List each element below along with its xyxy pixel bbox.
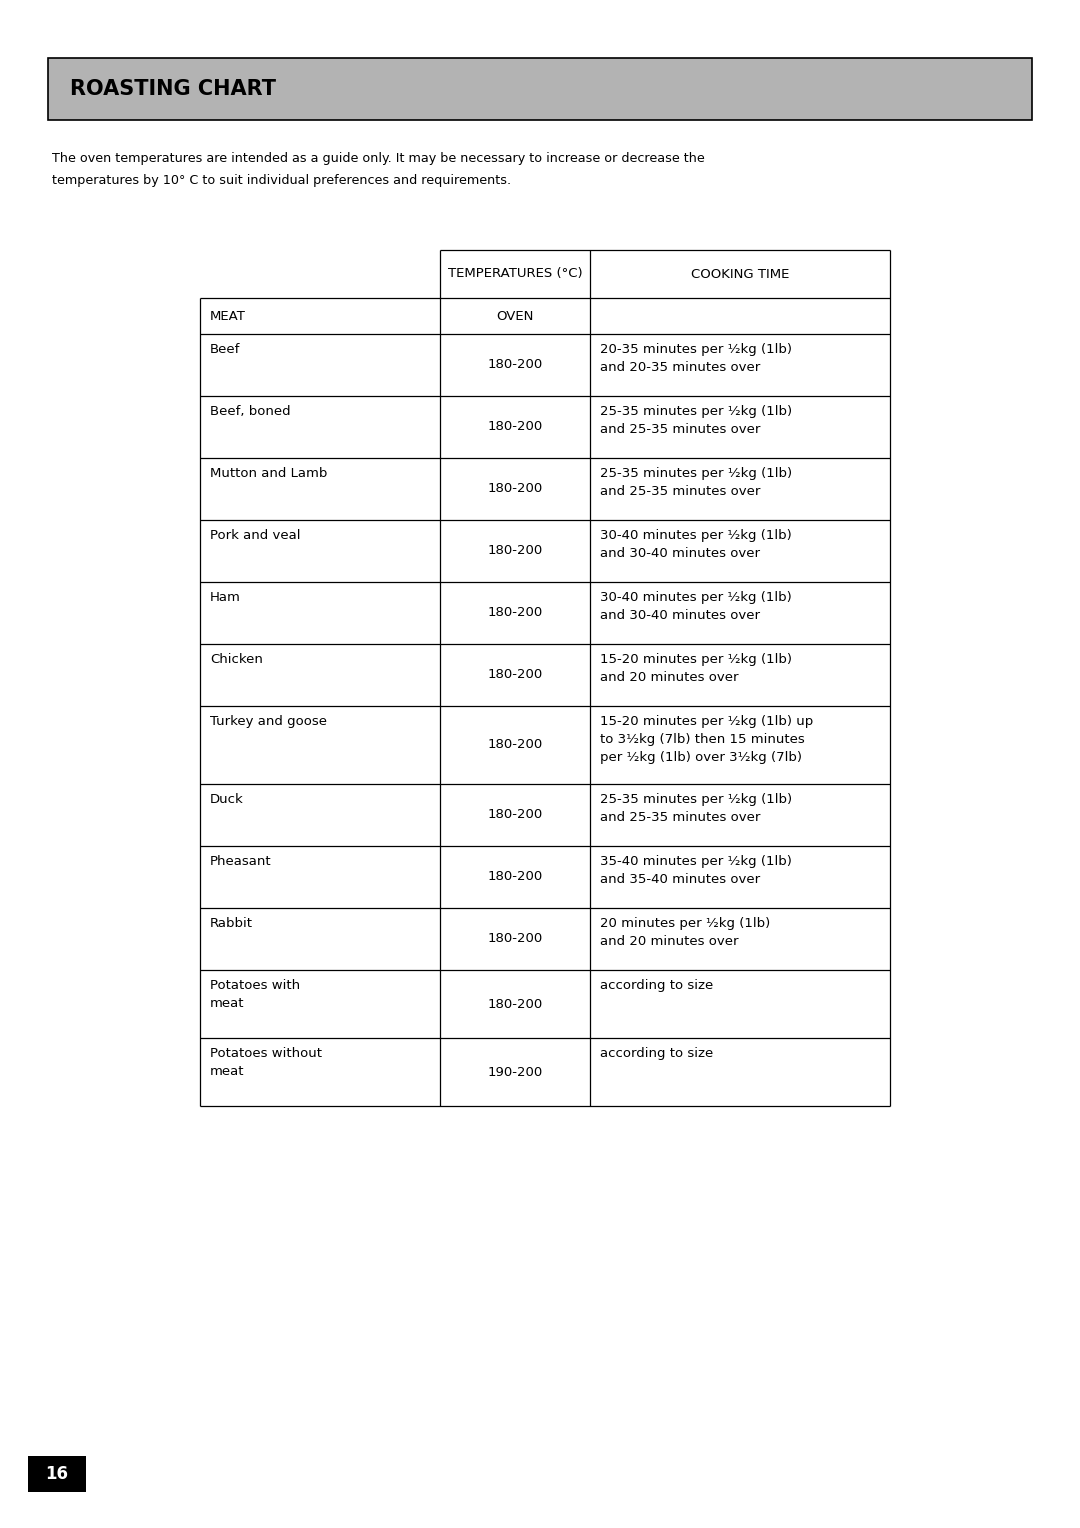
Bar [48,58,1032,121]
Text: 180-200: 180-200 [487,998,542,1010]
Text: 180-200: 180-200 [487,871,542,883]
Text: according to size: according to size [600,1047,713,1060]
Text: 180-200: 180-200 [487,738,542,752]
Text: 190-200: 190-200 [487,1065,542,1079]
Text: 35-40 minutes per ½kg (1lb)
and 35-40 minutes over: 35-40 minutes per ½kg (1lb) and 35-40 mi… [600,856,792,886]
Text: 180-200: 180-200 [487,607,542,619]
Text: OVEN: OVEN [497,310,534,322]
Text: Pheasant: Pheasant [210,856,272,868]
Text: TEMPERATURES (°C): TEMPERATURES (°C) [448,267,582,281]
Text: 180-200: 180-200 [487,359,542,371]
Text: Potatoes without
meat: Potatoes without meat [210,1047,322,1077]
Text: 25-35 minutes per ½kg (1lb)
and 25-35 minutes over: 25-35 minutes per ½kg (1lb) and 25-35 mi… [600,468,792,498]
Text: 25-35 minutes per ½kg (1lb)
and 25-35 minutes over: 25-35 minutes per ½kg (1lb) and 25-35 mi… [600,405,792,435]
Text: Chicken: Chicken [210,652,262,666]
Text: 15-20 minutes per ½kg (1lb)
and 20 minutes over: 15-20 minutes per ½kg (1lb) and 20 minut… [600,652,792,685]
Text: Pork and veal: Pork and veal [210,529,300,542]
Text: COOKING TIME: COOKING TIME [691,267,789,281]
Text: 30-40 minutes per ½kg (1lb)
and 30-40 minutes over: 30-40 minutes per ½kg (1lb) and 30-40 mi… [600,529,792,559]
Text: Ham: Ham [210,591,241,604]
Bar [28,1456,86,1491]
Text: 180-200: 180-200 [487,932,542,946]
Text: 20-35 minutes per ½kg (1lb)
and 20-35 minutes over: 20-35 minutes per ½kg (1lb) and 20-35 mi… [600,342,792,374]
Text: Duck: Duck [210,793,244,805]
Text: Beef: Beef [210,342,241,356]
Text: 25-35 minutes per ½kg (1lb)
and 25-35 minutes over: 25-35 minutes per ½kg (1lb) and 25-35 mi… [600,793,792,824]
Text: temperatures by 10° C to suit individual preferences and requirements.: temperatures by 10° C to suit individual… [52,174,511,186]
Text: Rabbit: Rabbit [210,917,253,931]
Text: 20 minutes per ½kg (1lb)
and 20 minutes over: 20 minutes per ½kg (1lb) and 20 minutes … [600,917,770,947]
Text: 15-20 minutes per ½kg (1lb) up
to 3½kg (7lb) then 15 minutes
per ½kg (1lb) over : 15-20 minutes per ½kg (1lb) up to 3½kg (… [600,715,813,764]
Text: Mutton and Lamb: Mutton and Lamb [210,468,327,480]
Text: ROASTING CHART: ROASTING CHART [70,79,276,99]
Text: Beef, boned: Beef, boned [210,405,291,419]
Text: 180-200: 180-200 [487,669,542,681]
Text: Potatoes with
meat: Potatoes with meat [210,979,300,1010]
Text: according to size: according to size [600,979,713,992]
Text: Turkey and goose: Turkey and goose [210,715,327,727]
Text: The oven temperatures are intended as a guide only. It may be necessary to incre: The oven temperatures are intended as a … [52,151,705,165]
Text: 180-200: 180-200 [487,420,542,434]
Text: 180-200: 180-200 [487,544,542,558]
Text: 180-200: 180-200 [487,483,542,495]
Text: 16: 16 [45,1465,68,1484]
Text: 30-40 minutes per ½kg (1lb)
and 30-40 minutes over: 30-40 minutes per ½kg (1lb) and 30-40 mi… [600,591,792,622]
Text: 180-200: 180-200 [487,808,542,822]
Text: MEAT: MEAT [210,310,246,322]
